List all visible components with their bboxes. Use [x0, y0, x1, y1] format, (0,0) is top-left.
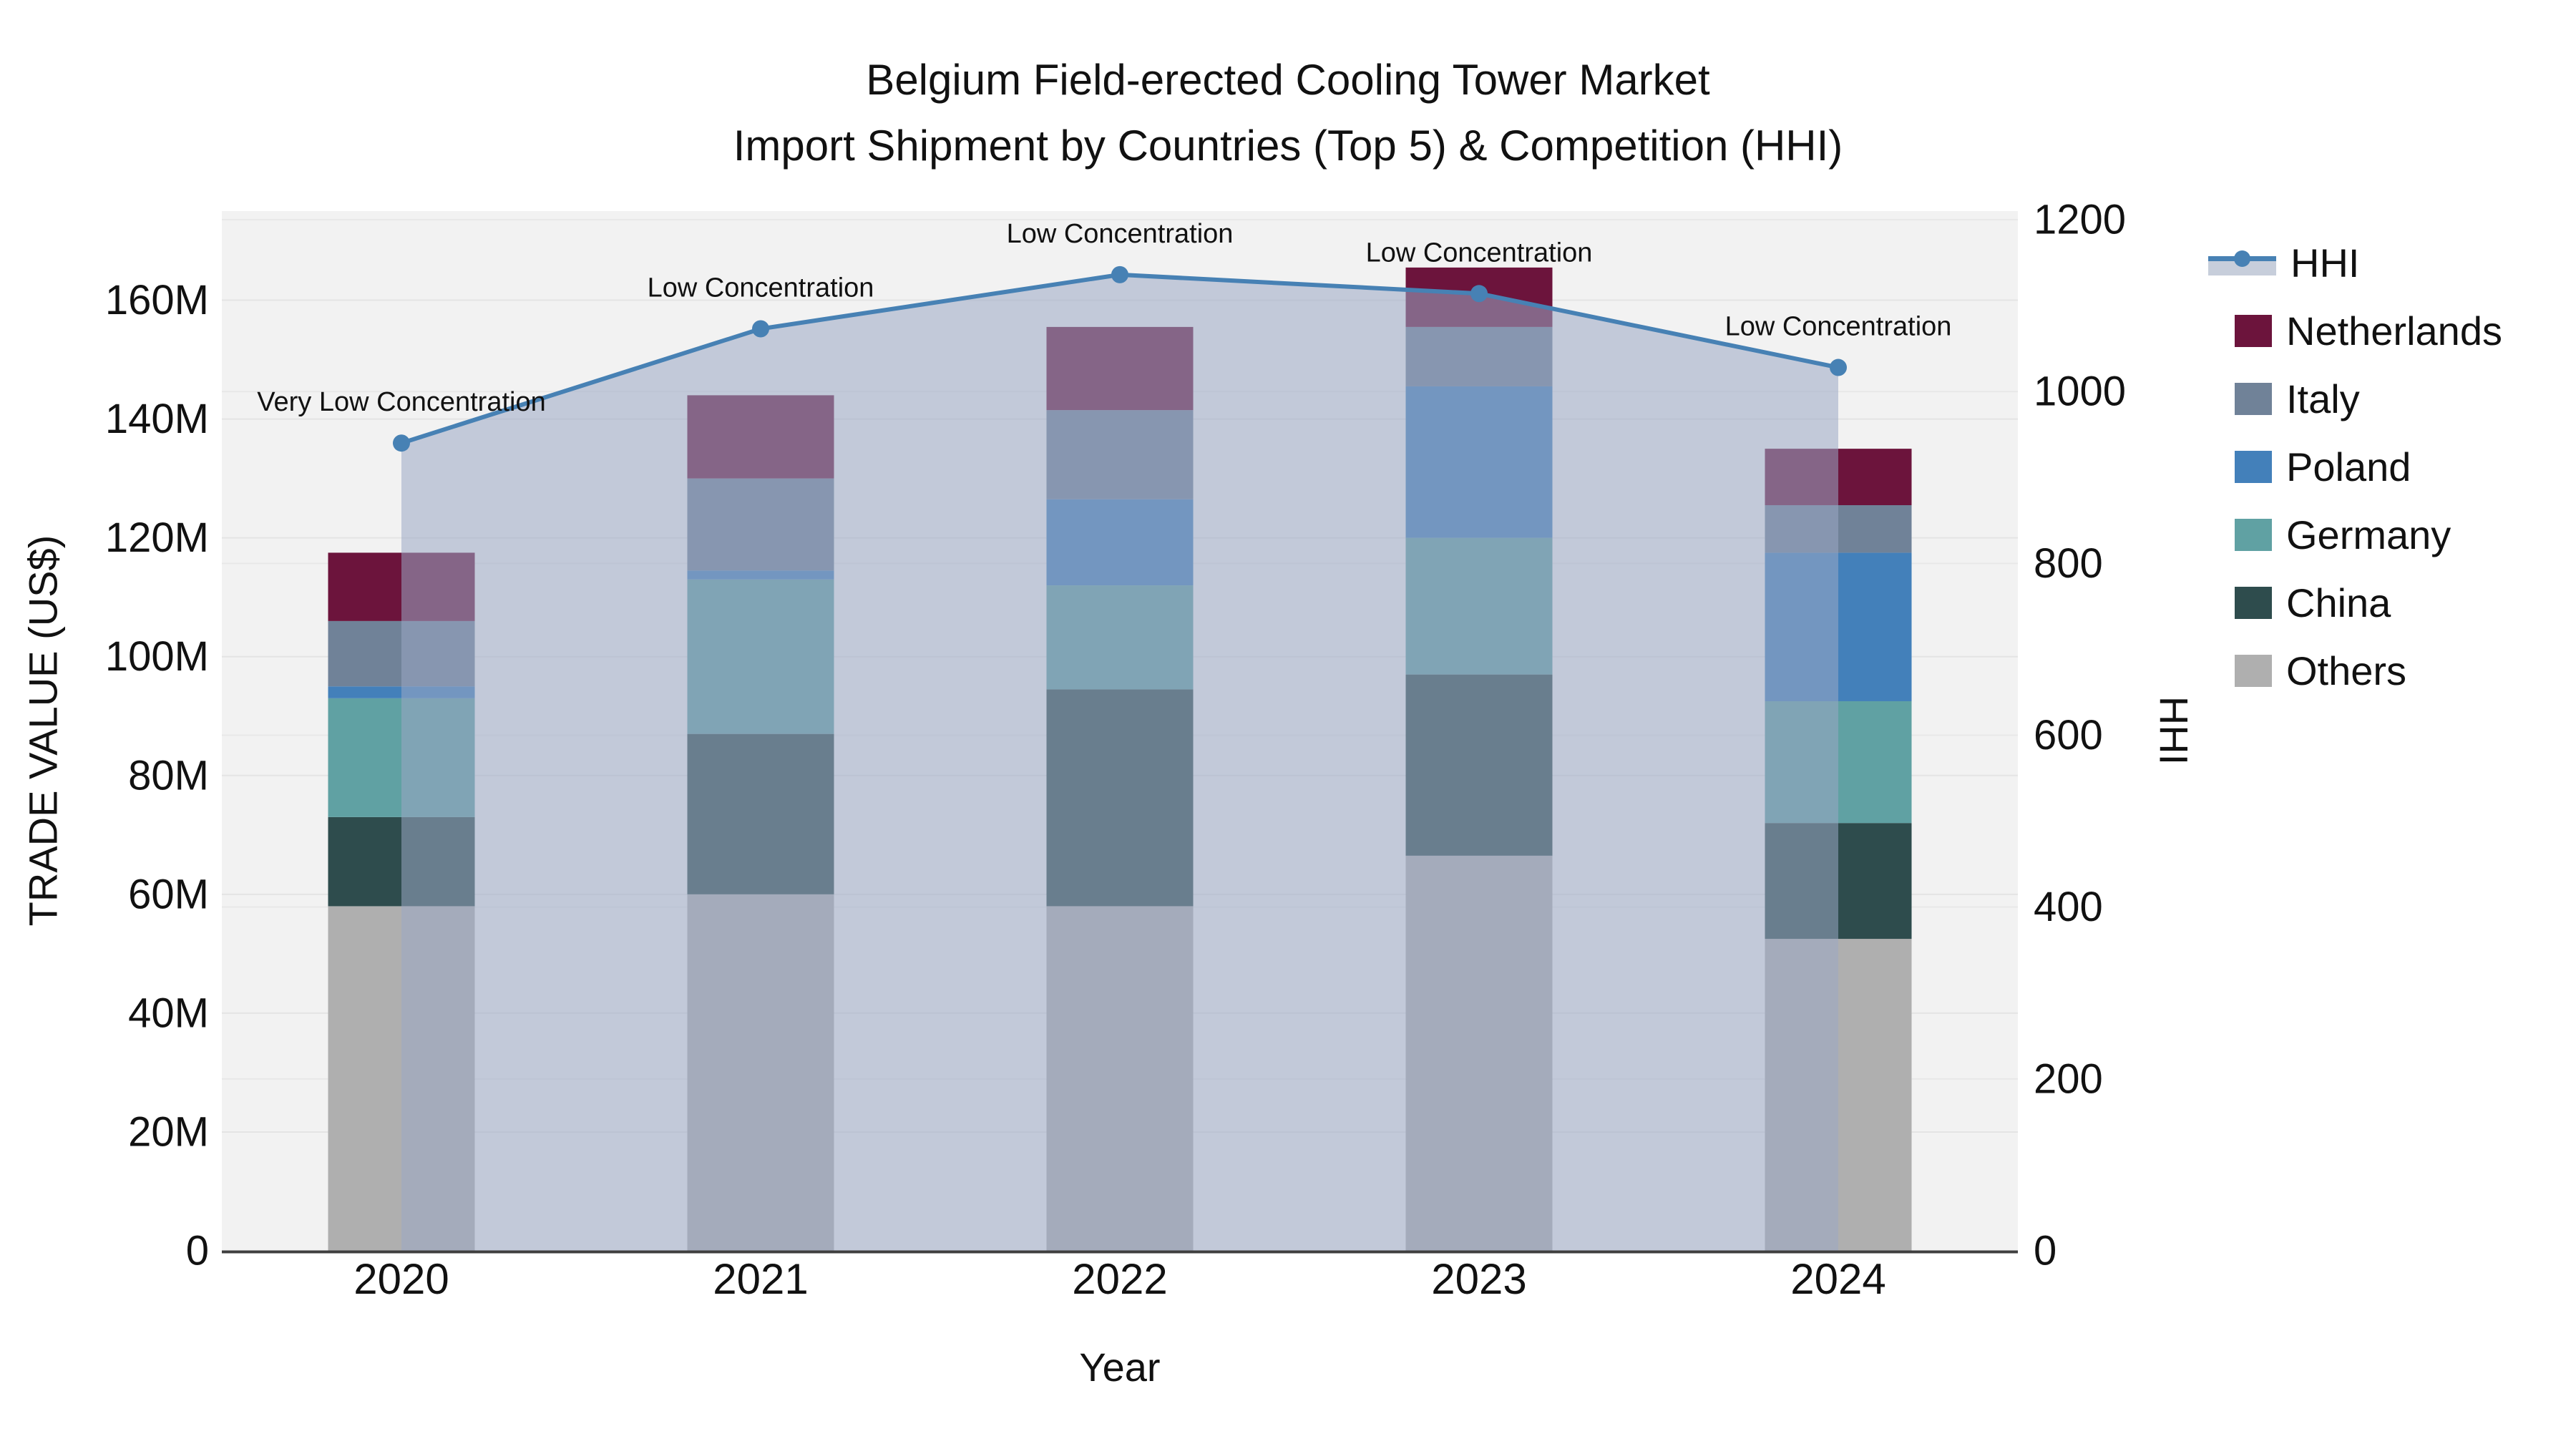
legend-item-china[interactable]: China — [2208, 569, 2502, 637]
x-tick-2023: 2023 — [1431, 1255, 1526, 1303]
hhi-marker-2022 — [1111, 265, 1128, 283]
x-axis-title: Year — [1079, 1345, 1161, 1390]
right-axis-title: HHI — [2151, 696, 2197, 766]
annotation-2022: Low Concentration — [1007, 219, 1234, 249]
legend-item-netherlands[interactable]: Netherlands — [2208, 297, 2502, 365]
legend-label-others: Others — [2286, 648, 2407, 693]
legend-swatch-poland — [2235, 451, 2272, 483]
legend-swatch-germany — [2235, 519, 2272, 551]
right-tick-800: 800 — [2034, 540, 2103, 587]
legend-label-italy: Italy — [2286, 376, 2360, 421]
left-tick-80M: 80M — [128, 752, 209, 799]
left-tick-160M: 160M — [105, 277, 209, 323]
left-tick-0: 0 — [186, 1228, 209, 1274]
annotation-2020: Very Low Concentration — [257, 387, 545, 417]
hhi-area-fill — [401, 274, 1838, 1252]
left-tick-60M: 60M — [128, 871, 209, 917]
hhi-marker-2021 — [752, 320, 769, 338]
right-tick-1000: 1000 — [2034, 369, 2126, 415]
legend-label-china: China — [2286, 580, 2391, 625]
right-tick-1200: 1200 — [2034, 197, 2126, 243]
annotation-2023: Low Concentration — [1366, 238, 1593, 268]
right-tick-0: 0 — [2034, 1228, 2057, 1274]
legend-swatch-netherlands — [2235, 315, 2272, 347]
chart-title-line2: Import Shipment by Countries (Top 5) & C… — [733, 122, 1843, 170]
right-tick-600: 600 — [2034, 712, 2103, 758]
x-tick-2024: 2024 — [1790, 1255, 1885, 1303]
hhi-marker-2023 — [1470, 285, 1488, 303]
legend-label-hhi: HHI — [2290, 240, 2360, 286]
annotation-2021: Low Concentration — [648, 273, 874, 303]
legend: HHI Netherlands Italy Poland Germany China Oth… — [2208, 229, 2502, 705]
hhi-marker-2024 — [1830, 358, 1847, 376]
left-tick-40M: 40M — [128, 990, 209, 1036]
legend-label-germany: Germany — [2286, 512, 2451, 557]
x-tick-2021: 2021 — [713, 1255, 808, 1303]
x-tick-2022: 2022 — [1072, 1255, 1167, 1303]
right-tick-400: 400 — [2034, 884, 2103, 930]
legend-item-hhi[interactable]: HHI — [2208, 229, 2502, 297]
chart-title: Belgium Field-erected Cooling Tower Mark… — [0, 47, 2576, 179]
left-tick-20M: 20M — [128, 1108, 209, 1155]
legend-label-poland: Poland — [2286, 444, 2411, 489]
legend-hhi-line-icon — [2208, 247, 2276, 280]
legend-label-netherlands: Netherlands — [2286, 308, 2502, 353]
legend-item-italy[interactable]: Italy — [2208, 365, 2502, 433]
left-tick-120M: 120M — [105, 514, 209, 561]
left-tick-140M: 140M — [105, 396, 209, 442]
hhi-marker-2020 — [393, 434, 410, 452]
legend-item-germany[interactable]: Germany — [2208, 501, 2502, 569]
legend-item-poland[interactable]: Poland — [2208, 433, 2502, 501]
x-tick-2020: 2020 — [353, 1255, 449, 1303]
legend-swatch-italy — [2235, 383, 2272, 415]
legend-item-others[interactable]: Others — [2208, 637, 2502, 705]
legend-swatch-others — [2235, 655, 2272, 687]
legend-swatch-china — [2235, 587, 2272, 619]
left-tick-100M: 100M — [105, 633, 209, 680]
chart-title-line1: Belgium Field-erected Cooling Tower Mark… — [866, 56, 1710, 104]
right-tick-200: 200 — [2034, 1055, 2103, 1102]
annotation-2024: Low Concentration — [1725, 312, 1952, 342]
left-axis-title: TRADE VALUE (US$) — [20, 535, 66, 927]
